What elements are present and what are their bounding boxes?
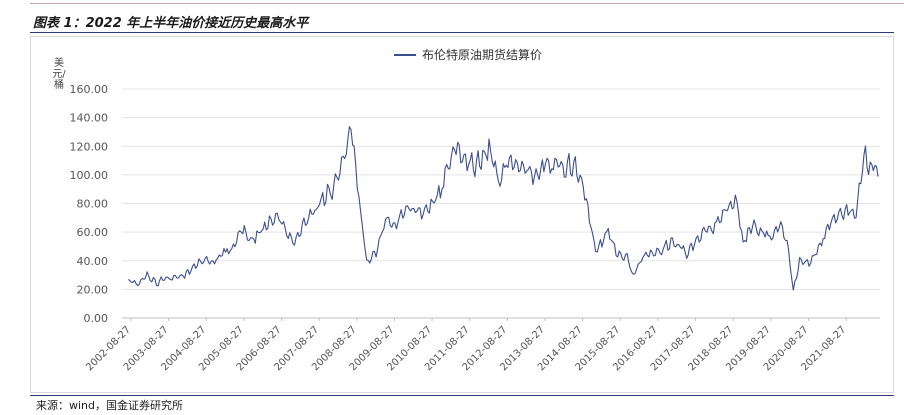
- y-tick-label: 160.00: [70, 83, 109, 96]
- chart-frame: [30, 36, 894, 393]
- y-tick-label: 0.00: [84, 312, 109, 325]
- y-tick-label: 20.00: [77, 283, 109, 296]
- series-line-brent: [127, 126, 879, 291]
- source-note: 来源：wind，国金证券研究所: [36, 399, 184, 412]
- y-tick-label: 60.00: [77, 226, 109, 239]
- y-tick-label: 100.00: [70, 169, 109, 182]
- y-tick-labels: 0.00 20.00 40.00 60.00 80.00 100.00 120.00 140.…: [70, 83, 109, 325]
- series-group: [127, 126, 879, 291]
- legend-line-swatch: [394, 53, 416, 56]
- legend-label: 布伦特原油期货结算价: [422, 48, 543, 62]
- y-axis-label: 美元/桶: [52, 58, 66, 91]
- figure-title: 图表 1：2022 年上半年油价接近历史最高水平: [33, 16, 309, 31]
- y-tick-label: 120.00: [70, 140, 109, 153]
- x-tick-labels: 2002-08-272003-08-272004-08-272005-08-27…: [84, 318, 848, 373]
- top-border: [30, 3, 904, 4]
- grid-lines: [122, 88, 880, 319]
- y-tick-label: 40.00: [77, 255, 109, 268]
- title-rule: [30, 32, 894, 33]
- chart-legend: 布伦特原油期货结算价: [394, 46, 542, 63]
- y-tick-label: 80.00: [77, 198, 109, 211]
- bottom-rule: [30, 395, 894, 396]
- y-tick-label: 140.00: [70, 112, 109, 125]
